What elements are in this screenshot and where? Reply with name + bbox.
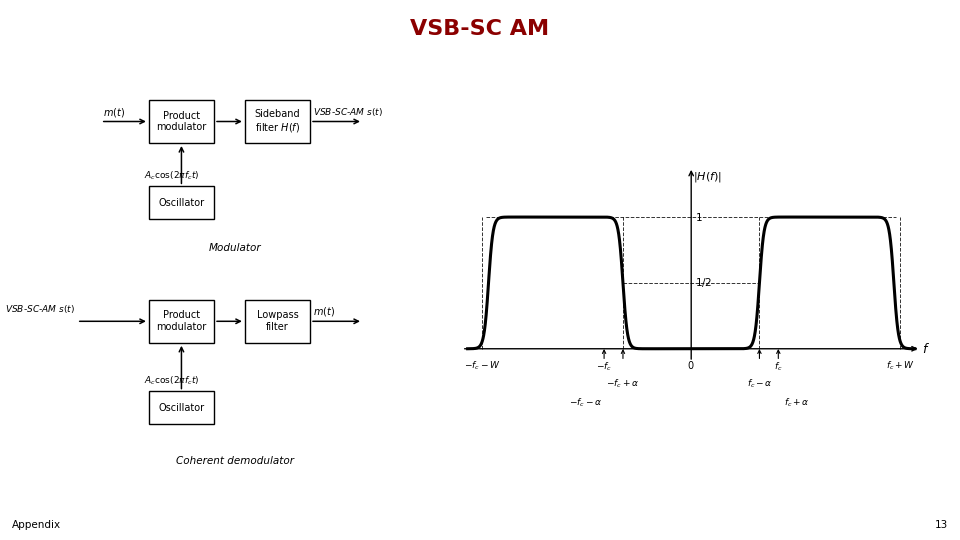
Text: $A_c\cos(2\pi f_c t)$: $A_c\cos(2\pi f_c t)$	[144, 374, 200, 387]
Text: Oscillator: Oscillator	[158, 198, 204, 207]
Text: Lowpass
filter: Lowpass filter	[256, 310, 299, 332]
Bar	[149, 300, 214, 343]
Text: $-f_c+\alpha$: $-f_c+\alpha$	[607, 378, 639, 390]
Text: $-f_c$: $-f_c$	[596, 361, 612, 373]
Text: Product
modulator: Product modulator	[156, 111, 206, 132]
Text: $f_c+W$: $f_c+W$	[886, 359, 915, 372]
Text: Oscillator: Oscillator	[158, 403, 204, 413]
Text: $0$: $0$	[687, 359, 695, 372]
Bar	[245, 100, 310, 143]
Bar	[149, 100, 214, 143]
Text: VSB-SC-AM $s(t)$: VSB-SC-AM $s(t)$	[5, 303, 75, 315]
Text: Product
modulator: Product modulator	[156, 310, 206, 332]
Text: $-f_c-W$: $-f_c-W$	[464, 359, 500, 372]
Text: $m(t)$: $m(t)$	[103, 105, 125, 118]
Text: $f_c$: $f_c$	[774, 361, 782, 373]
Text: $1$: $1$	[695, 211, 703, 223]
Text: VSB-SC-AM $s(t)$: VSB-SC-AM $s(t)$	[313, 106, 383, 118]
Text: $-f_c-\alpha$: $-f_c-\alpha$	[568, 396, 602, 409]
Bar	[149, 186, 214, 219]
Text: Sideband
filter $H(f)$: Sideband filter $H(f)$	[254, 109, 300, 134]
Text: $m(t)$: $m(t)$	[313, 305, 335, 318]
Text: $|H(f)|$: $|H(f)|$	[693, 170, 722, 184]
Text: $f$: $f$	[922, 342, 930, 356]
Text: Coherent demodulator: Coherent demodulator	[177, 456, 294, 467]
Text: 13: 13	[935, 520, 948, 530]
Text: $A_c\cos(2\pi f_c t)$: $A_c\cos(2\pi f_c t)$	[144, 169, 200, 181]
Bar	[245, 300, 310, 343]
Text: VSB-SC AM: VSB-SC AM	[411, 19, 549, 39]
Text: $f_c+\alpha$: $f_c+\alpha$	[784, 396, 810, 409]
Text: $f_c-\alpha$: $f_c-\alpha$	[747, 378, 772, 390]
Bar	[149, 392, 214, 424]
Text: $1/2$: $1/2$	[695, 276, 712, 289]
Text: Modulator: Modulator	[209, 243, 261, 253]
Text: Appendix: Appendix	[12, 520, 60, 530]
